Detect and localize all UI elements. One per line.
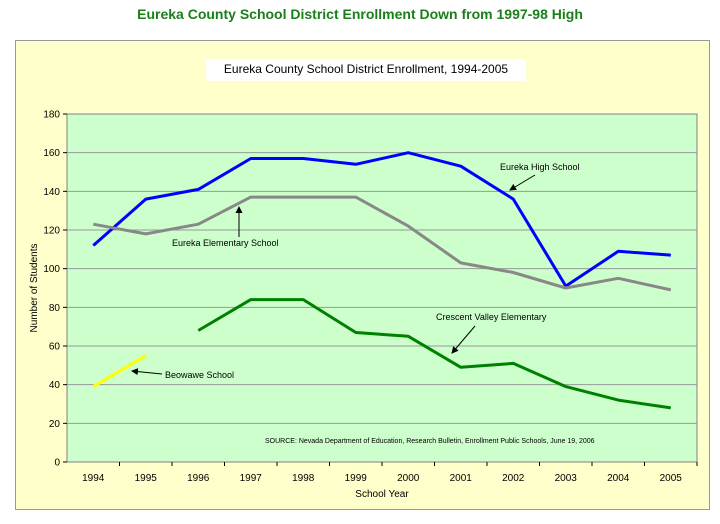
x-tick-label: 2000 xyxy=(397,473,420,484)
chart-title: Eureka County School District Enrollment… xyxy=(223,62,509,76)
annotation-arrow xyxy=(131,368,163,376)
x-tick-label: 2004 xyxy=(607,473,630,484)
y-tick-label: 0 xyxy=(54,458,60,469)
page-title: Eureka County School District Enrollment… xyxy=(137,6,583,22)
y-tick-label: 60 xyxy=(49,342,61,353)
x-tick-label: 2001 xyxy=(450,473,473,484)
annotation-label: Crescent Valley Elementary xyxy=(436,312,547,322)
y-tick-label: 40 xyxy=(49,380,61,391)
y-tick-label: 180 xyxy=(43,110,60,121)
y-tick-label: 120 xyxy=(43,226,60,237)
y-tick-label: 160 xyxy=(43,148,60,159)
annotation-arrow xyxy=(451,325,476,354)
x-tick-label: 1998 xyxy=(292,473,315,484)
source-note: SOURCE: Nevada Department of Education, … xyxy=(265,438,595,445)
chart-title-box: Eureka County School District Enrollment… xyxy=(206,59,526,81)
series-line-beowawe-school xyxy=(92,354,147,388)
x-tick-label: 1997 xyxy=(240,473,263,484)
x-tick-label: 1994 xyxy=(82,473,105,484)
y-tick-label: 80 xyxy=(49,303,61,314)
y-tick-label: 100 xyxy=(43,264,60,275)
plot-area xyxy=(66,113,698,463)
x-axis-label: School Year xyxy=(355,489,409,500)
y-tick-label: 140 xyxy=(43,187,60,198)
x-tick-label: 2005 xyxy=(660,473,683,484)
x-tick-label: 2003 xyxy=(555,473,578,484)
series-line-crescent-valley-elementary xyxy=(197,298,672,410)
x-tick-label: 2002 xyxy=(502,473,525,484)
y-tick-label: 20 xyxy=(49,419,61,430)
x-tick-label: 1999 xyxy=(345,473,368,484)
series-line-eureka-elementary-school xyxy=(93,195,672,292)
x-tick-label: 1996 xyxy=(187,473,210,484)
x-tick-label: 1995 xyxy=(135,473,158,484)
annotation-label: Eureka Elementary School xyxy=(172,238,279,248)
y-axis-label: Number of Students xyxy=(29,244,40,333)
series-line-eureka-high-school xyxy=(92,151,671,288)
annotation-label: Beowawe School xyxy=(165,370,234,380)
annotation-label: Eureka High School xyxy=(500,162,580,172)
annotation-arrow xyxy=(509,174,536,191)
